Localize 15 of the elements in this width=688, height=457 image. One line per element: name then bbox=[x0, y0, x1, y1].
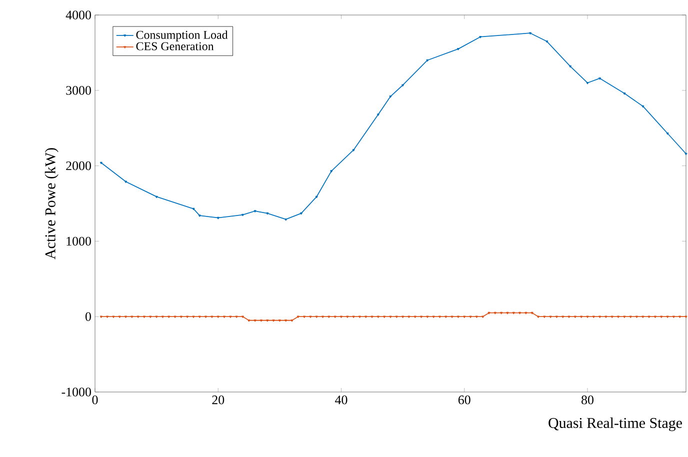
legend-label: Consumption Load bbox=[136, 30, 228, 42]
y-tick-label: -1000 bbox=[62, 388, 91, 396]
y-tick-label: 2000 bbox=[66, 161, 91, 170]
legend-label: CES Generation bbox=[136, 42, 214, 50]
y-axis-title: Active Powe (kW) bbox=[44, 148, 58, 260]
x-tick-label: 60 bbox=[458, 396, 470, 404]
x-tick-label: 80 bbox=[582, 396, 594, 404]
x-tick-label: 20 bbox=[212, 396, 224, 404]
y-tick-label: 4000 bbox=[66, 10, 91, 20]
x-tick-label: 0 bbox=[92, 396, 98, 404]
x-axis-title: Quasi Real-time Stage bbox=[548, 418, 682, 432]
x-tick-label: 40 bbox=[335, 396, 348, 404]
y-tick-label: 3000 bbox=[66, 86, 91, 95]
y-tick-label: 0 bbox=[86, 312, 91, 321]
y-tick-label: 1000 bbox=[66, 236, 91, 246]
